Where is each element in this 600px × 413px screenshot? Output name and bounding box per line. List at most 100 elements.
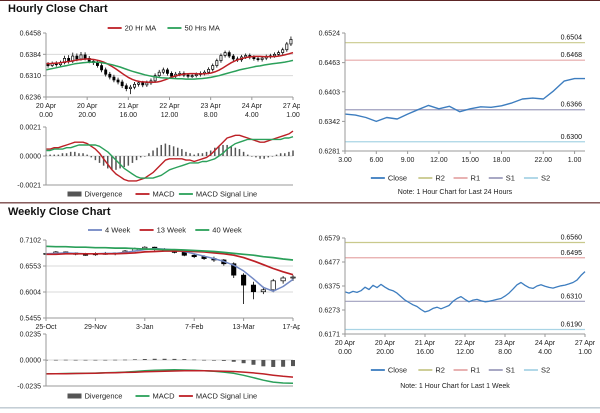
svg-text:4.00: 4.00 (245, 112, 259, 119)
bottom-divider (0, 407, 600, 409)
svg-text:0.00: 0.00 (39, 112, 53, 119)
svg-text:8.00: 8.00 (498, 349, 512, 356)
svg-text:MACD: MACD (153, 190, 176, 199)
svg-text:0.6342: 0.6342 (319, 119, 341, 126)
section-divider (0, 202, 600, 204)
svg-text:0.00: 0.00 (338, 349, 352, 356)
svg-text:21 Apr: 21 Apr (118, 103, 139, 110)
svg-text:8.00: 8.00 (204, 112, 218, 119)
svg-text:20 Apr: 20 Apr (36, 103, 57, 110)
svg-text:S2: S2 (541, 366, 550, 375)
svg-text:0.6504: 0.6504 (561, 35, 583, 42)
svg-text:12.00: 12.00 (456, 349, 474, 356)
svg-text:0.6375: 0.6375 (319, 284, 341, 291)
svg-text:6.00: 6.00 (369, 157, 383, 164)
svg-text:29-Nov: 29-Nov (84, 324, 107, 330)
hourly-section-title: Hourly Close Chart (8, 3, 108, 15)
svg-text:22.00: 22.00 (534, 157, 552, 164)
svg-text:0.0000: 0.0000 (20, 358, 42, 365)
weekly-section-title: Weekly Close Chart (8, 206, 111, 218)
svg-text:20 Apr: 20 Apr (375, 340, 396, 347)
svg-text:1.00: 1.00 (286, 112, 300, 119)
svg-text:S2: S2 (541, 174, 550, 183)
svg-text:9.00: 9.00 (401, 157, 415, 164)
svg-text:13-Mar: 13-Mar (233, 324, 256, 330)
top-divider (0, 0, 600, 1)
svg-text:S1: S1 (506, 366, 515, 375)
svg-text:Close: Close (388, 174, 407, 183)
svg-text:0.6468: 0.6468 (561, 52, 583, 59)
svg-text:25-Oct: 25-Oct (35, 324, 56, 330)
svg-text:0.5455: 0.5455 (20, 316, 42, 323)
svg-text:Divergence: Divergence (85, 190, 123, 199)
svg-text:R1: R1 (471, 366, 481, 375)
svg-text:13 Week: 13 Week (157, 226, 187, 235)
pivot-1week-note: Note: 1 Hour Chart for Last 1 Week (400, 383, 510, 390)
svg-text:12.00: 12.00 (430, 157, 448, 164)
svg-text:0.6553: 0.6553 (20, 264, 42, 271)
svg-text:21 Apr: 21 Apr (415, 340, 436, 347)
svg-text:22 Apr: 22 Apr (159, 103, 180, 110)
svg-text:0.6579: 0.6579 (319, 236, 341, 243)
svg-text:0.6463: 0.6463 (319, 60, 341, 67)
svg-text:MACD: MACD (153, 392, 176, 401)
svg-text:-0.0235: -0.0235 (17, 384, 41, 391)
svg-text:20 Apr: 20 Apr (77, 103, 98, 110)
svg-text:20.00: 20.00 (78, 112, 96, 119)
svg-text:4.00: 4.00 (538, 349, 552, 356)
svg-text:23 Apr: 23 Apr (495, 340, 516, 347)
svg-text:0.6236: 0.6236 (20, 95, 42, 102)
svg-text:12.00: 12.00 (161, 112, 179, 119)
svg-text:18.00: 18.00 (493, 157, 511, 164)
svg-text:40 Week: 40 Week (212, 226, 242, 235)
svg-text:16.00: 16.00 (416, 349, 434, 356)
svg-text:0.0000: 0.0000 (20, 154, 42, 161)
svg-text:0.6273: 0.6273 (319, 308, 341, 315)
svg-text:0.6477: 0.6477 (319, 260, 341, 267)
svg-text:0.6403: 0.6403 (319, 89, 341, 96)
svg-text:0.6300: 0.6300 (561, 134, 583, 141)
svg-text:20.00: 20.00 (376, 349, 394, 356)
svg-text:27 Apr: 27 Apr (575, 340, 596, 347)
svg-text:0.6366: 0.6366 (561, 102, 583, 109)
svg-text:R1: R1 (471, 174, 481, 183)
svg-text:7-Feb: 7-Feb (185, 324, 203, 330)
svg-text:0.0021: 0.0021 (20, 125, 42, 132)
svg-text:1.00: 1.00 (568, 157, 582, 164)
svg-text:0.6190: 0.6190 (561, 322, 583, 329)
svg-text:0.6004: 0.6004 (20, 290, 42, 297)
pivot-24h-note: Note: 1 Hour Chart for Last 24 Hours (397, 189, 513, 196)
svg-text:0.6560: 0.6560 (561, 234, 583, 241)
svg-text:24 Apr: 24 Apr (535, 340, 556, 347)
svg-text:1.00: 1.00 (578, 349, 592, 356)
svg-text:R2: R2 (435, 366, 445, 375)
svg-text:27 Apr: 27 Apr (283, 103, 300, 110)
svg-text:20 Apr: 20 Apr (335, 340, 356, 347)
weekly-macd-chart: 0.0235 0.0000 -0.0235 Divergence MACD MACD Si… (17, 332, 295, 401)
svg-text:0.6524: 0.6524 (319, 31, 341, 38)
svg-text:24 Apr: 24 Apr (242, 103, 263, 110)
svg-text:22 Apr: 22 Apr (455, 340, 476, 347)
svg-text:3-Jan: 3-Jan (136, 324, 154, 330)
svg-text:16.00: 16.00 (120, 112, 138, 119)
svg-text:0.6384: 0.6384 (20, 52, 42, 59)
svg-text:Divergence: Divergence (85, 392, 123, 401)
svg-text:50 Hrs MA: 50 Hrs MA (184, 24, 219, 33)
svg-text:MACD Signal Line: MACD Signal Line (196, 190, 257, 199)
svg-text:MACD Signal Line: MACD Signal Line (196, 392, 257, 401)
svg-text:S1: S1 (506, 174, 515, 183)
svg-text:0.6310: 0.6310 (561, 293, 583, 300)
svg-text:20 Hr MA: 20 Hr MA (125, 24, 157, 33)
svg-text:0.6171: 0.6171 (319, 332, 341, 339)
svg-text:3.00: 3.00 (338, 157, 352, 164)
svg-text:0.6310: 0.6310 (20, 73, 42, 80)
svg-text:15.00: 15.00 (461, 157, 479, 164)
svg-text:R2: R2 (435, 174, 445, 183)
svg-text:0.6281: 0.6281 (319, 149, 341, 156)
hourly-macd-chart: 0.0021 0.0000 -0.0021 Divergence MACD MACD Si… (17, 125, 294, 199)
